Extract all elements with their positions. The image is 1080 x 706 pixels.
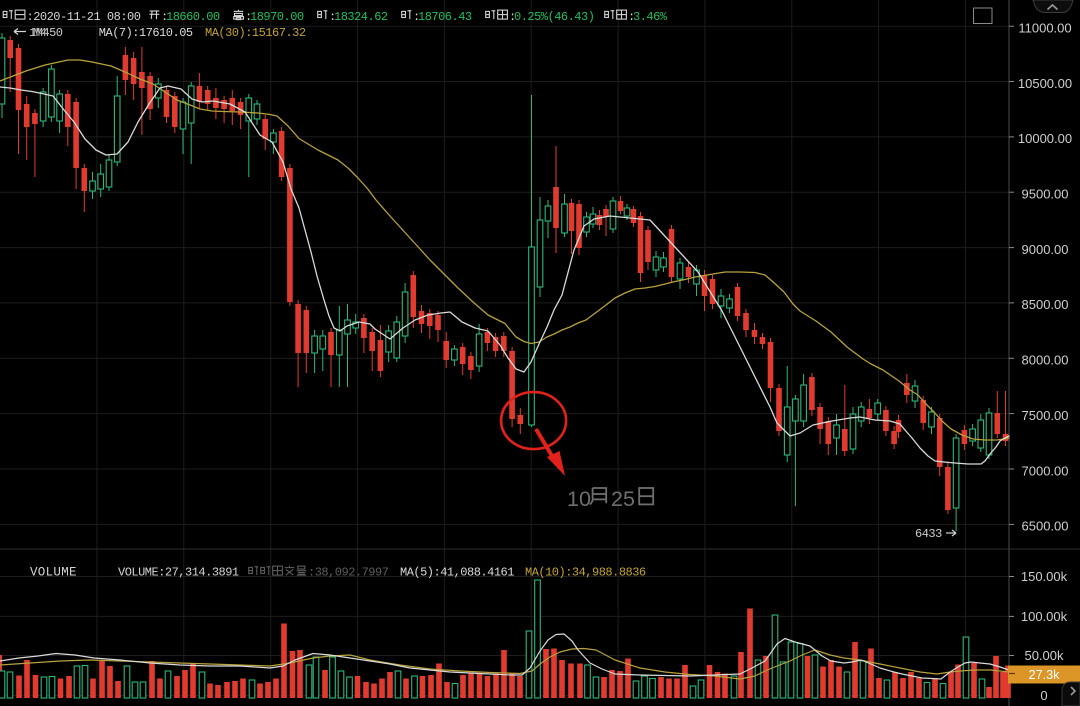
- svg-text::: :: [329, 10, 336, 24]
- svg-text:VOLUME:27,314.3891: VOLUME:27,314.3891: [118, 566, 239, 580]
- svg-text:10: 10: [567, 487, 591, 511]
- svg-text:10500.00: 10500.00: [1018, 76, 1072, 91]
- svg-text::: :: [161, 10, 168, 24]
- svg-text:8000.00: 8000.00: [1022, 353, 1069, 368]
- svg-text:100.00k: 100.00k: [1021, 609, 1068, 624]
- svg-text:150.00k: 150.00k: [1021, 569, 1068, 584]
- svg-text:9500.00: 9500.00: [1022, 187, 1069, 202]
- svg-text:0.25%(46.43): 0.25%(46.43): [514, 10, 594, 24]
- svg-text:MA(10):34,988.8836: MA(10):34,988.8836: [525, 566, 646, 580]
- svg-text::2020-11-21 08:00: :2020-11-21 08:00: [27, 10, 141, 24]
- svg-text::: :: [413, 10, 420, 24]
- svg-text:7000.00: 7000.00: [1022, 463, 1069, 478]
- svg-text:7500.00: 7500.00: [1022, 408, 1069, 423]
- svg-text:18970.00: 18970.00: [250, 10, 304, 24]
- svg-text:25: 25: [611, 487, 635, 511]
- svg-text:50.00k: 50.00k: [1024, 648, 1064, 663]
- svg-text:MA(5):41,088.4161: MA(5):41,088.4161: [400, 566, 514, 580]
- svg-text:10000.00: 10000.00: [1018, 131, 1072, 146]
- svg-text:6500.00: 6500.00: [1022, 519, 1069, 534]
- svg-text::: :: [628, 10, 635, 24]
- svg-text:MA(30):15167.32: MA(30):15167.32: [205, 26, 306, 40]
- svg-text:11000.00: 11000.00: [1018, 21, 1071, 36]
- svg-text:27.3k: 27.3k: [1029, 668, 1061, 682]
- svg-text:18660.00: 18660.00: [166, 10, 220, 24]
- svg-text:M4: M4: [33, 26, 47, 40]
- svg-text:8500.00: 8500.00: [1022, 297, 1069, 312]
- svg-text::: :: [245, 10, 252, 24]
- svg-text:6433: 6433: [915, 527, 942, 541]
- svg-text:MA(7):17610.05: MA(7):17610.05: [99, 26, 193, 40]
- svg-text:18324.62: 18324.62: [334, 10, 388, 24]
- svg-text::: :: [509, 10, 516, 24]
- svg-text:VOLUME: VOLUME: [30, 566, 77, 580]
- svg-text:1M450: 1M450: [29, 26, 63, 40]
- svg-text:18706.43: 18706.43: [418, 10, 472, 24]
- svg-text::38,092.7997: :38,092.7997: [308, 566, 389, 580]
- svg-text:9000.00: 9000.00: [1022, 242, 1069, 257]
- svg-text:0: 0: [1040, 688, 1047, 703]
- svg-text:3.46%: 3.46%: [633, 10, 668, 24]
